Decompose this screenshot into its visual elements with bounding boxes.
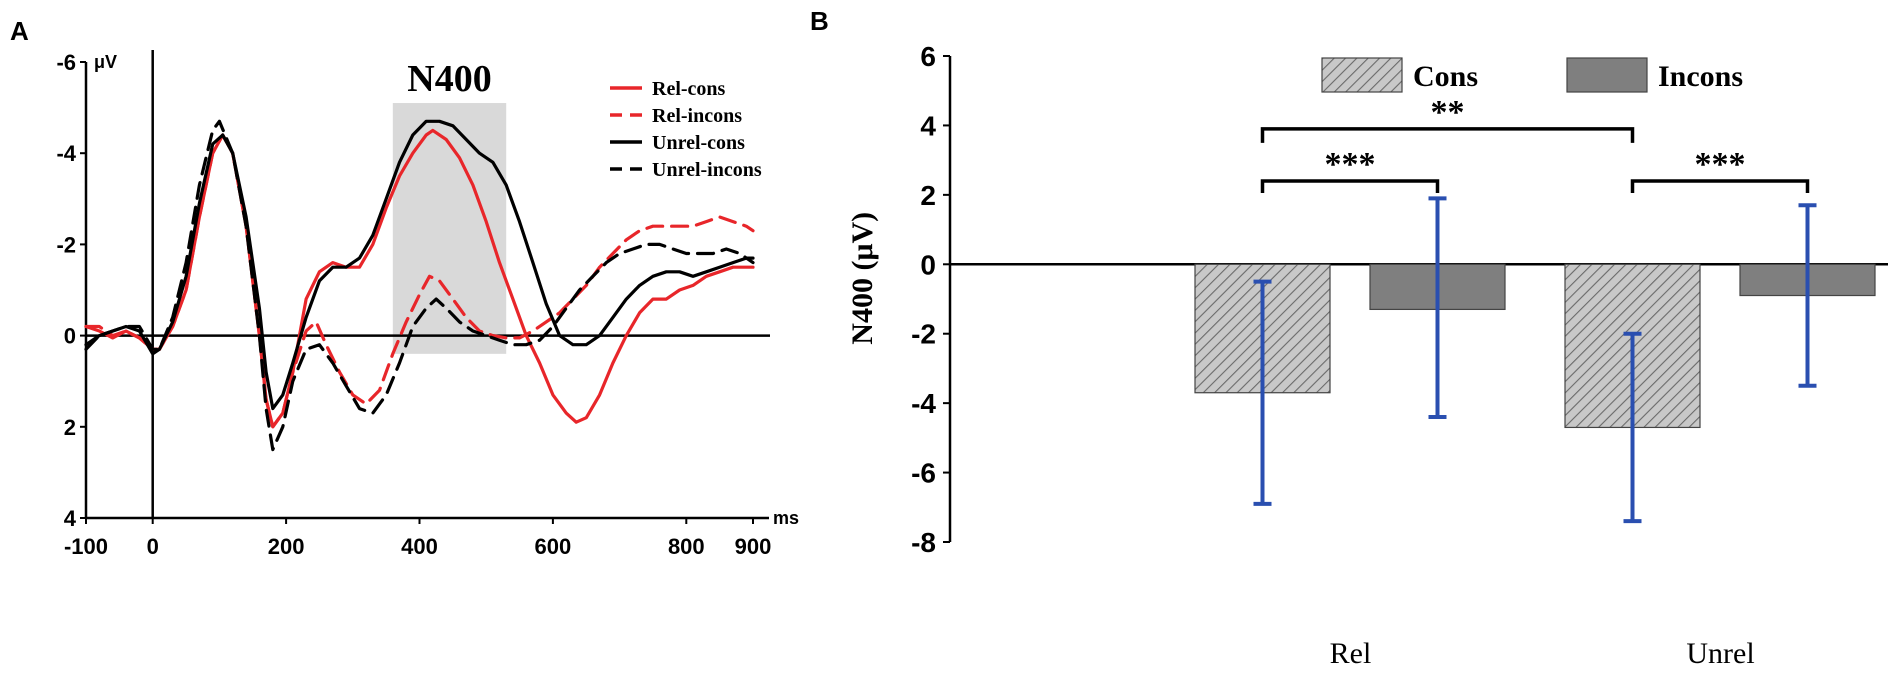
y-tick-label: -4 xyxy=(56,141,76,166)
legend-swatch-incons xyxy=(1566,57,1648,93)
category-labels: Rel Unrel xyxy=(1330,637,1755,670)
x-tick-label: 400 xyxy=(401,534,438,559)
x-tick-label: 800 xyxy=(668,534,705,559)
y-tick-label: 0 xyxy=(920,249,936,280)
series-unrel-cons-line xyxy=(84,119,755,411)
significance-bracket xyxy=(1260,127,1635,143)
panel-b-label: B xyxy=(810,6,829,36)
x-tick-label: 200 xyxy=(268,534,305,559)
y-tick-label: -6 xyxy=(911,458,936,489)
y-ticks: -8 -6 -4 -2 0 2 4 6 xyxy=(911,41,950,558)
legend: Rel-cons Rel-incons Unrel-cons Unrel-incons xyxy=(610,78,762,181)
y-tick-label: -6 xyxy=(56,50,76,75)
significance-bracket xyxy=(1260,179,1440,193)
significance-stars: ** xyxy=(1431,94,1465,131)
y-tick-label: -4 xyxy=(911,388,936,419)
category-label-unrel: Unrel xyxy=(1686,637,1754,670)
y-tick-label: -8 xyxy=(911,527,936,558)
series-unrel-incons-line xyxy=(84,119,755,452)
x-ticks: -100 0 200 400 600 800 900 xyxy=(64,518,771,559)
panel-a-label: A xyxy=(10,16,29,46)
error-bars xyxy=(1253,196,1817,524)
category-label-rel: Rel xyxy=(1330,637,1372,670)
x-tick-label: 600 xyxy=(535,534,572,559)
legend-label-cons: Cons xyxy=(1413,60,1478,93)
significance-stars: *** xyxy=(1325,146,1376,183)
y-ticks: -6 -4 -2 0 2 4 xyxy=(56,50,86,531)
y-axis-label: N400 (μV) xyxy=(846,212,879,345)
x-axis-label: ms xyxy=(773,508,799,528)
y-tick-label: 0 xyxy=(64,324,76,349)
x-tick-label: 900 xyxy=(735,534,772,559)
significance-stars: *** xyxy=(1695,146,1746,183)
y-tick-label: -2 xyxy=(56,232,76,257)
x-tick-label: -100 xyxy=(64,534,108,559)
n400-window-label: N400 xyxy=(407,58,491,100)
x-tick-label: 0 xyxy=(147,534,159,559)
legend: Cons Incons xyxy=(1321,57,1743,93)
series-rel-incons-line xyxy=(84,133,755,429)
series-rel-cons-line xyxy=(84,128,755,429)
legend-swatch-cons xyxy=(1321,57,1403,93)
y-tick-label: -2 xyxy=(911,319,936,350)
y-tick-label: 2 xyxy=(920,180,936,211)
erp-series xyxy=(84,119,755,452)
y-tick-label: 6 xyxy=(920,41,936,72)
significance-bracket xyxy=(1630,179,1810,193)
panel-a-erp-chart: A N400 -6 -4 -2 0 2 4 -100 0 200 400 600 800 900 μV… xyxy=(10,16,799,559)
legend-label-rel-incons: Rel-incons xyxy=(652,105,742,127)
significance-brackets: ***** *** xyxy=(1260,94,1810,193)
y-tick-label: 2 xyxy=(64,415,76,440)
legend-label-unrel-cons: Unrel-cons xyxy=(652,132,745,154)
y-axis-label: μV xyxy=(94,52,117,72)
legend-label-rel-cons: Rel-cons xyxy=(652,78,726,100)
legend-label-unrel-incons: Unrel-incons xyxy=(652,159,762,181)
y-tick-label: 4 xyxy=(64,506,77,531)
y-tick-label: 4 xyxy=(920,110,936,141)
bars xyxy=(1194,263,1876,429)
legend-label-incons: Incons xyxy=(1658,60,1743,93)
